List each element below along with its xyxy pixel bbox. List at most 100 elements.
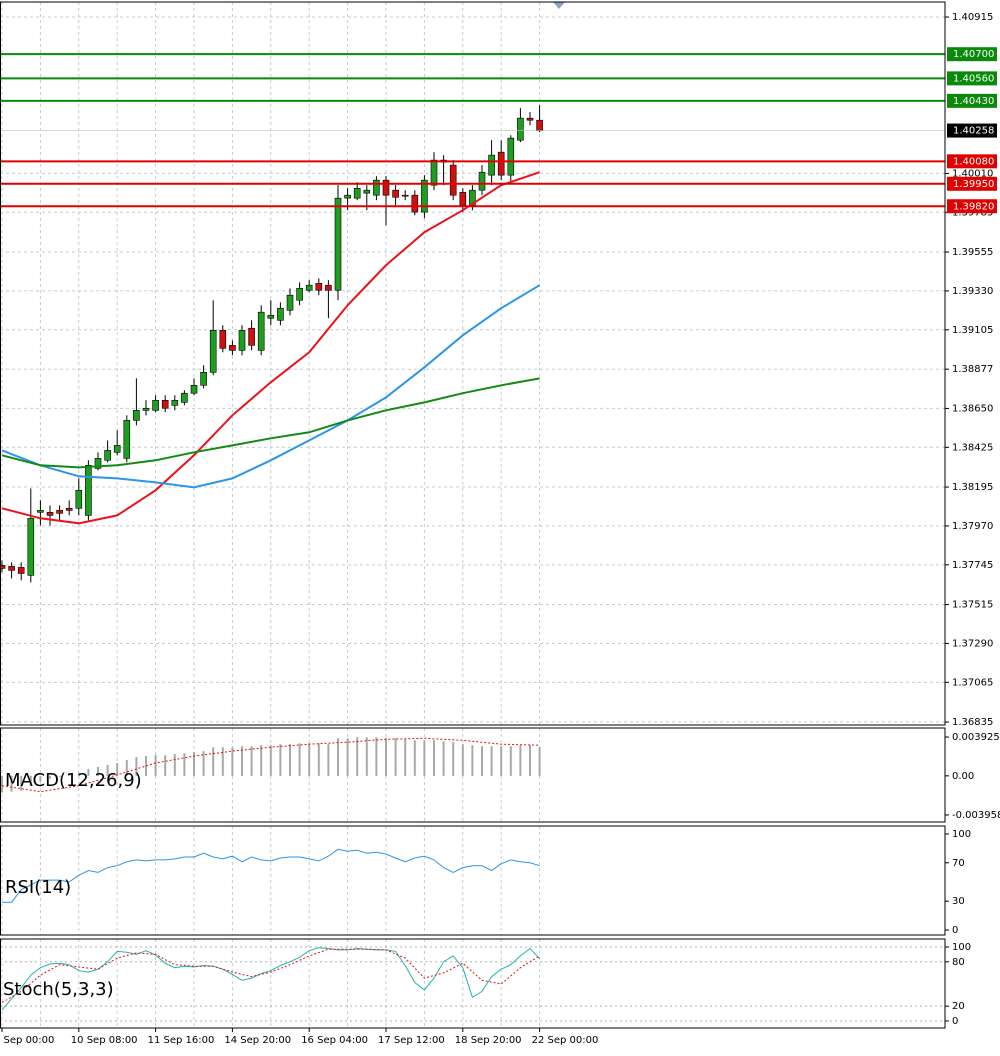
macd-bar xyxy=(279,744,282,776)
candle-body xyxy=(142,407,150,411)
y-tick-label: 1.38877 xyxy=(952,364,993,375)
indicator-line xyxy=(1,171,540,525)
macd-bar xyxy=(327,744,330,776)
x-tick-label: 16 Sep 04:00 xyxy=(301,1035,368,1046)
macd-bar xyxy=(394,738,397,776)
macd-bar xyxy=(509,746,512,776)
y-tick-label: 1.39105 xyxy=(952,325,993,336)
candle-body xyxy=(373,179,380,196)
candle-body xyxy=(152,400,159,411)
candle-body xyxy=(536,119,543,131)
macd-bar xyxy=(183,753,186,776)
y-tick-label: 1.38650 xyxy=(952,403,993,414)
macd-bar xyxy=(298,743,301,776)
y-tick-label: 1.36835 xyxy=(952,717,993,728)
y-tick-label: 1.38195 xyxy=(952,482,993,493)
macd-bar xyxy=(135,757,138,776)
macd-bar xyxy=(423,740,426,776)
candle-body xyxy=(37,510,44,513)
candle-body xyxy=(488,154,495,176)
macd-bar xyxy=(97,766,99,776)
candle-body xyxy=(430,159,438,186)
candle-body xyxy=(200,372,207,386)
y-tick-label: 20 xyxy=(952,1001,965,1012)
price-level-tag xyxy=(947,47,997,62)
candle-body xyxy=(171,400,179,406)
macd-bar xyxy=(106,764,109,776)
candle-body xyxy=(421,179,428,213)
y-tick-label: 1.37970 xyxy=(952,521,993,532)
macd-bar xyxy=(471,745,474,776)
macd-bar xyxy=(433,740,435,776)
y-tick-label: 1.37515 xyxy=(952,600,993,611)
x-tick-label: 17 Sep 12:00 xyxy=(378,1035,445,1046)
x-tick-label: 14 Sep 20:00 xyxy=(224,1035,291,1046)
candle-body xyxy=(296,288,303,301)
y-tick-label: 0.003925 xyxy=(952,732,1000,743)
macd-bar xyxy=(346,738,349,776)
candle-body xyxy=(517,117,524,141)
y-tick-label: 1.37290 xyxy=(952,638,993,649)
candle-body xyxy=(219,330,227,349)
indicator-line xyxy=(1,947,540,1011)
candle-body xyxy=(27,518,35,576)
price-level-label: 1.40080 xyxy=(953,156,994,167)
candle-body xyxy=(459,191,467,206)
y-tick-label: 0 xyxy=(952,1016,958,1027)
macd-bar xyxy=(317,743,320,776)
y-tick-label: 80 xyxy=(952,957,965,968)
current-price-label: 1.40258 xyxy=(953,126,994,137)
macd-bar xyxy=(68,774,71,776)
macd-bar xyxy=(58,775,61,777)
candle-body xyxy=(65,508,73,511)
macd-bar xyxy=(173,754,176,776)
macd-bar xyxy=(385,738,387,776)
macd-bar xyxy=(260,745,263,776)
candle-body xyxy=(229,345,236,351)
indicator-line xyxy=(1,284,541,489)
macd-bar xyxy=(500,746,503,776)
shift-marker[interactable] xyxy=(553,2,565,9)
macd-bar xyxy=(77,772,80,776)
candle-body xyxy=(353,187,361,199)
candle-body xyxy=(363,189,371,194)
candle-body xyxy=(161,400,169,409)
candle-body xyxy=(469,189,476,206)
macd-bar xyxy=(461,744,464,776)
x-tick-label: 11 Sep 16:00 xyxy=(148,1035,215,1046)
y-tick-label: 70 xyxy=(952,858,965,869)
panel-title: MACD(12,26,9) xyxy=(5,770,142,791)
macd-bar xyxy=(1,775,3,793)
macd-bar xyxy=(404,739,407,776)
panel-frame xyxy=(0,1,946,726)
candle-body xyxy=(401,194,409,197)
macd-bar xyxy=(193,752,195,776)
price-level-tag xyxy=(947,93,997,108)
panel-title: Stoch(5,3,3) xyxy=(3,979,114,1000)
y-tick-label: 1.39330 xyxy=(952,286,993,297)
macd-bar xyxy=(413,740,416,776)
candle-body xyxy=(133,410,140,421)
candle-body xyxy=(94,458,102,469)
y-tick-label: 1.39555 xyxy=(952,247,993,258)
macd-bar xyxy=(202,751,205,776)
macd-bar xyxy=(125,760,128,776)
candle-body xyxy=(104,450,111,461)
candle-body xyxy=(17,567,25,574)
candle-body xyxy=(0,565,6,569)
candle-body xyxy=(209,330,217,373)
panel-frame xyxy=(0,727,946,823)
x-tick-label: 9 Sep 00:00 xyxy=(0,1035,54,1046)
macd-bar xyxy=(538,747,541,776)
macd-bar xyxy=(308,743,311,776)
price-level-label: 1.40560 xyxy=(953,73,994,84)
price-level-label: 1.39950 xyxy=(953,179,994,190)
price-level-label: 1.39820 xyxy=(953,201,994,212)
panel-frame xyxy=(0,938,946,1029)
y-tick-label: 0 xyxy=(952,925,958,936)
candle-body xyxy=(382,179,390,196)
price-level-label: 1.40430 xyxy=(953,96,994,107)
macd-bar xyxy=(529,745,531,776)
